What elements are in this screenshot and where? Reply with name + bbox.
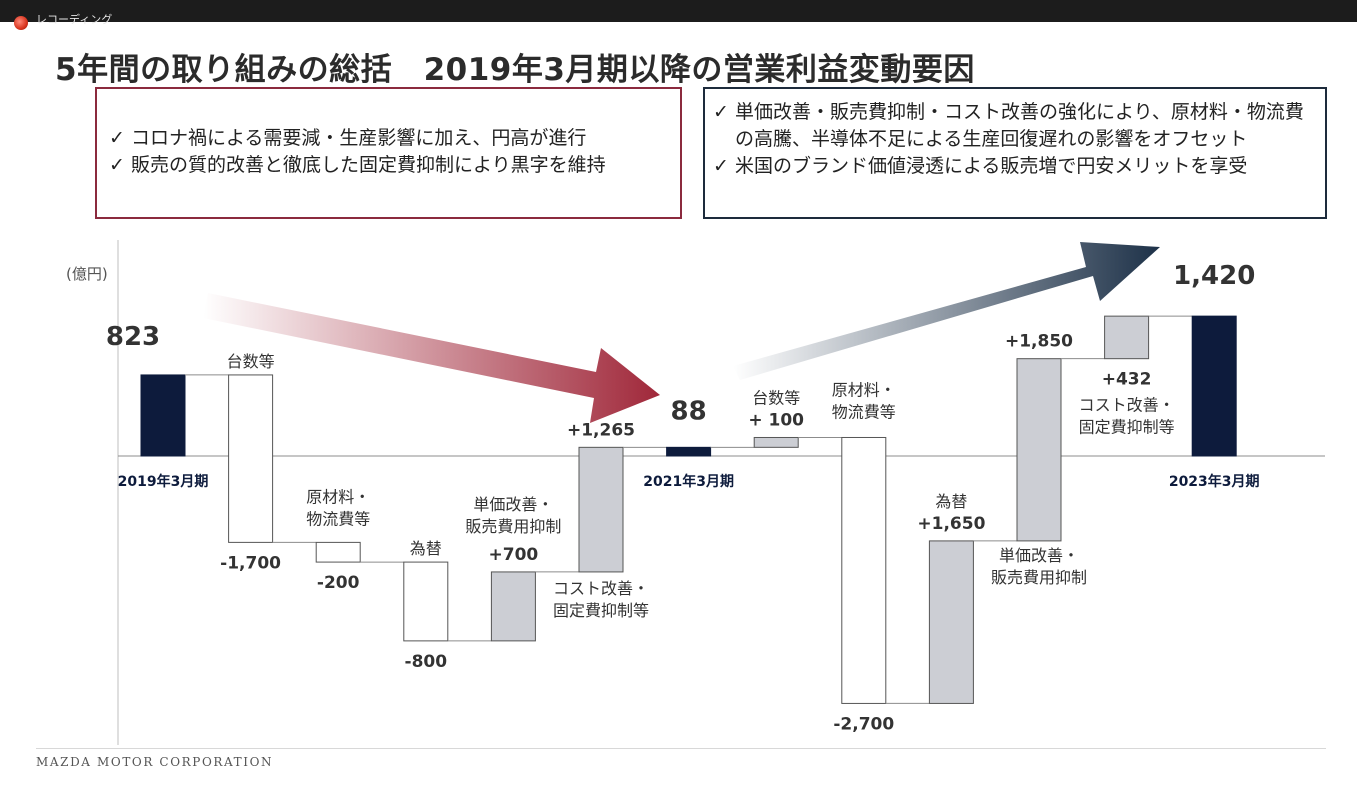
right-bullet-2: 米国のブランド価値浸透による販売増で円安メリットを享受 — [713, 153, 1315, 180]
bar-category-label: 2019年3月期 — [118, 473, 209, 490]
summary-box-left: コロナ禍による需要減・生産影響に加え、円高が進行 販売の質的改善と徹底した固定費… — [95, 87, 682, 219]
growth-trend-arrow — [733, 242, 1160, 380]
bar-category-label: 2021年3月期 — [643, 473, 734, 490]
bar-value-label: + 100 — [748, 410, 804, 430]
bar-category-label: 台数等 — [752, 388, 800, 407]
bar-value-label: +1,650 — [917, 514, 985, 534]
footer-rule — [36, 748, 1326, 749]
bar-category-label: 単価改善・販売費用抑制 — [991, 546, 1087, 587]
bar-value-label: 823 — [106, 322, 160, 352]
bar-category-label: 単価改善・販売費用抑制 — [465, 495, 561, 536]
unit-label: (億円) — [66, 265, 108, 283]
bar-value-label: +700 — [489, 545, 539, 565]
total-bar — [666, 446, 712, 457]
decrease-bar — [228, 374, 274, 543]
bar-category-label: コスト改善・固定費抑制等 — [1079, 396, 1175, 437]
left-bullet-1: コロナ禍による需要減・生産影響に加え、円高が進行 — [109, 125, 670, 152]
bar-category-label: 台数等 — [227, 352, 275, 371]
slide-title: 5年間の取り組みの総括 2019年3月期以降の営業利益変動要因 — [55, 52, 975, 88]
decrease-bar — [315, 541, 361, 563]
decline-trend-arrow — [203, 293, 660, 423]
bar-category-label: 為替 — [935, 492, 967, 511]
increase-bar — [1104, 315, 1150, 360]
company-footer: MAZDA MOTOR CORPORATION — [36, 755, 274, 769]
total-bar — [1191, 315, 1237, 457]
bar-value-label: 1,420 — [1173, 261, 1255, 291]
increase-bar — [1016, 358, 1062, 542]
bar-category-label: 2023年3月期 — [1169, 473, 1260, 490]
left-bullet-2: 販売の質的改善と徹底した固定費抑制により黒字を維持 — [109, 152, 670, 179]
bar-category-label: コスト改善・固定費抑制等 — [553, 579, 649, 620]
increase-bar — [753, 436, 799, 448]
summary-box-right: 単価改善・販売費抑制・コスト改善の強化により、原材料・物流費の高騰、半導体不足に… — [703, 87, 1327, 219]
right-bullet-1: 単価改善・販売費抑制・コスト改善の強化により、原材料・物流費の高騰、半導体不足に… — [713, 99, 1315, 153]
record-icon[interactable] — [14, 16, 28, 30]
bar-value-label: -2,700 — [833, 714, 894, 734]
increase-bar — [928, 540, 974, 704]
bar-value-label: +432 — [1102, 370, 1152, 390]
bar-value-label: +1,265 — [567, 420, 635, 440]
bar-value-label: +1,850 — [1005, 332, 1073, 352]
bar-value-label: -1,700 — [220, 553, 281, 573]
recording-label: レコーディング — [36, 13, 113, 26]
window-top-bar — [0, 0, 1357, 22]
increase-bar — [490, 571, 536, 642]
bar-category-label: 為替 — [410, 539, 442, 558]
decrease-bar — [841, 436, 887, 704]
total-bar — [140, 374, 186, 457]
bar-value-label: -200 — [317, 573, 360, 593]
bar-value-label: 88 — [671, 396, 707, 426]
bar-category-label: 原材料・物流費等 — [306, 487, 370, 528]
bar-value-label: -800 — [405, 652, 448, 672]
decrease-bar — [403, 561, 449, 642]
bar-category-label: 原材料・物流費等 — [832, 380, 896, 421]
increase-bar — [578, 446, 624, 573]
